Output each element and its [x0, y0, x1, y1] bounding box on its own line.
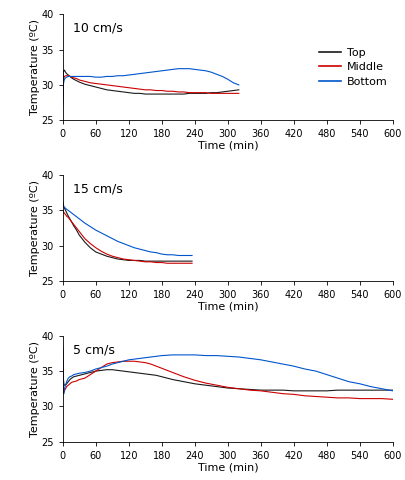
Text: 15 cm/s: 15 cm/s: [72, 182, 122, 195]
Text: 10 cm/s: 10 cm/s: [72, 22, 122, 35]
X-axis label: Time (min): Time (min): [198, 301, 258, 312]
Y-axis label: Temperature (ºC): Temperature (ºC): [30, 341, 40, 437]
Legend: Top, Middle, Bottom: Top, Middle, Bottom: [319, 48, 387, 87]
Y-axis label: Temperature (ºC): Temperature (ºC): [30, 19, 40, 115]
X-axis label: Time (min): Time (min): [198, 462, 258, 472]
X-axis label: Time (min): Time (min): [198, 141, 258, 151]
Text: 5 cm/s: 5 cm/s: [72, 343, 115, 356]
Y-axis label: Temperature (ºC): Temperature (ºC): [30, 180, 40, 276]
